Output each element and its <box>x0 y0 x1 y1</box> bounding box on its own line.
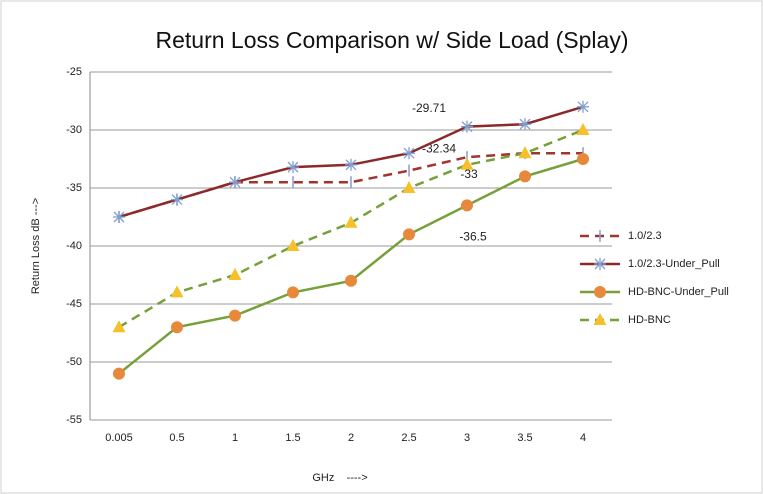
x-tick-label: 2.5 <box>401 432 416 444</box>
point <box>170 285 184 298</box>
y-tick-label: -55 <box>66 414 82 426</box>
legend-label: HD-BNC-Under_Pull <box>628 286 729 298</box>
point <box>593 313 607 325</box>
point <box>113 367 125 380</box>
series: -33 <box>112 123 590 333</box>
y-tick-label: -35 <box>66 182 82 194</box>
data-label: -32.34 <box>422 141 456 155</box>
series: -36.5 <box>113 153 589 380</box>
point <box>594 286 606 298</box>
x-tick-label: 2 <box>348 432 354 444</box>
y-tick-label: -50 <box>66 356 82 368</box>
point <box>461 120 473 133</box>
point <box>112 320 126 333</box>
point <box>461 199 473 212</box>
x-tick-label: 0.5 <box>169 432 184 444</box>
point <box>345 274 357 287</box>
point <box>228 268 242 280</box>
series: -29.71 <box>113 100 589 223</box>
point <box>287 286 299 299</box>
point <box>519 170 531 183</box>
data-label: -33 <box>460 167 478 181</box>
y-tick-label: -40 <box>66 240 82 252</box>
point <box>460 157 474 170</box>
point <box>576 123 590 135</box>
data-label: -29.71 <box>412 101 446 115</box>
x-tick-label: 4 <box>580 432 586 444</box>
legend-label: 1.0/2.3-Under_Pull <box>628 258 720 270</box>
point <box>171 321 183 334</box>
point <box>171 193 183 206</box>
point <box>286 239 300 251</box>
point <box>344 215 358 228</box>
point <box>229 176 241 189</box>
y-tick-label: -30 <box>66 124 82 136</box>
legend-label: 1.0/2.3 <box>628 230 662 242</box>
point <box>519 118 531 131</box>
y-tick-label: -25 <box>66 66 82 78</box>
point <box>577 153 589 165</box>
point <box>594 258 606 270</box>
x-tick-label: 3.5 <box>517 432 532 444</box>
x-tick-label: 0.005 <box>105 432 133 444</box>
legend-label: HD-BNC <box>628 314 671 326</box>
point <box>403 147 415 160</box>
point <box>402 181 416 193</box>
point <box>113 211 125 223</box>
point <box>577 100 589 113</box>
x-tick-label: 3 <box>464 432 470 444</box>
x-tick-label: 1.5 <box>285 432 300 444</box>
data-label: -36.5 <box>459 230 487 244</box>
chart-title: Return Loss Comparison w/ Side Load (Spl… <box>155 27 628 53</box>
point <box>345 158 357 171</box>
point <box>518 146 532 159</box>
y-tick-label: -45 <box>66 298 82 310</box>
y-axis-label: Return Loss dB ---> <box>30 198 42 294</box>
point <box>403 228 415 241</box>
x-axis-label: GHz ----> <box>312 472 367 484</box>
point <box>287 161 299 174</box>
point <box>229 309 241 322</box>
x-tick-label: 1 <box>232 432 238 444</box>
